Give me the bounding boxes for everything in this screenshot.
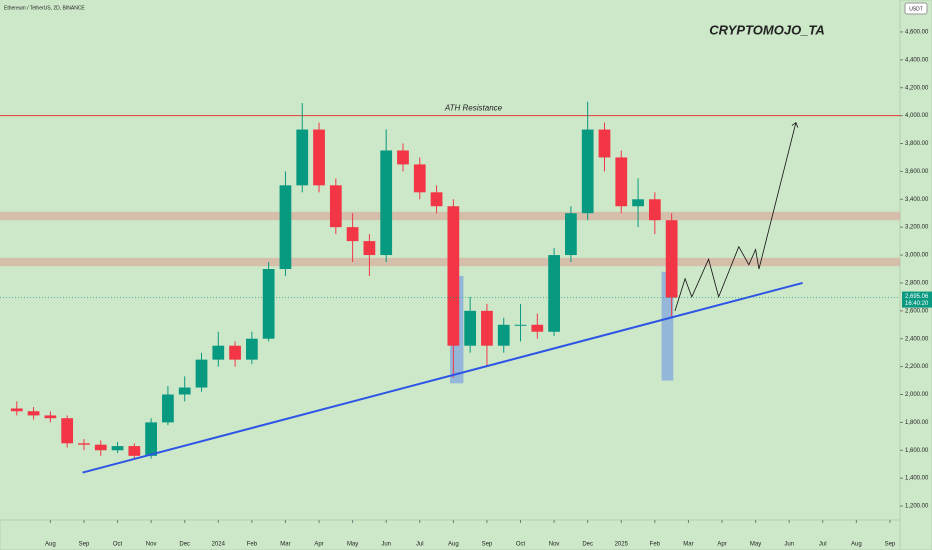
- x-tick-label: Jun: [784, 542, 794, 548]
- candle-body: [363, 241, 376, 256]
- x-tick-label: Sep: [79, 542, 90, 548]
- y-tick-label: 2,600.00: [905, 308, 929, 314]
- candle-body: [464, 310, 477, 346]
- candle-body: [413, 164, 426, 193]
- x-tick-label: Nov: [549, 542, 560, 548]
- x-tick-label: Oct: [113, 542, 123, 548]
- candle-body: [195, 359, 208, 388]
- x-tick-label: 2025: [615, 542, 629, 548]
- candle-body: [313, 129, 325, 186]
- x-tick-label: Aug: [851, 542, 862, 548]
- x-tick-label: Jun: [381, 542, 391, 548]
- y-tick-label: 3,200.00: [905, 225, 929, 231]
- candle-body: [229, 345, 241, 360]
- y-tick-label: 1,600.00: [905, 448, 929, 454]
- candle-body: [548, 255, 560, 332]
- candle-body: [346, 227, 359, 242]
- x-tick-label: Dec: [179, 542, 190, 548]
- y-tick-label: 2,000.00: [905, 392, 929, 398]
- x-tick-label: Sep: [885, 542, 896, 548]
- watermark: CRYPTOMOJO_TA: [709, 22, 825, 37]
- x-tick-label: Jul: [819, 542, 827, 548]
- candle-body: [632, 199, 644, 207]
- candle-body: [648, 199, 661, 221]
- y-tick-label: 1,400.00: [905, 476, 929, 482]
- candle-body: [447, 206, 460, 346]
- last-price-box: [902, 291, 932, 308]
- candle-body: [430, 192, 443, 207]
- y-tick-label: 4,400.00: [905, 57, 929, 63]
- candle-body: [665, 220, 678, 298]
- candle-body: [145, 422, 157, 456]
- candle-body: [128, 446, 141, 456]
- candle-body: [514, 324, 527, 326]
- y-tick-label: 4,200.00: [905, 85, 929, 91]
- candle-body: [44, 415, 57, 419]
- candle-body: [10, 408, 23, 412]
- x-tick-label: Aug: [448, 542, 459, 548]
- candle-body: [581, 129, 594, 214]
- projection-arrow: [791, 121, 799, 128]
- projection-path: [674, 122, 797, 311]
- candle-body: [61, 418, 74, 444]
- x-tick-label: Sep: [482, 542, 493, 548]
- candle-body: [497, 324, 510, 346]
- y-tick-label: 4,000.00: [905, 113, 929, 119]
- candle-body: [94, 444, 107, 451]
- y-tick-label: 3,600.00: [905, 169, 929, 175]
- candle-body: [296, 129, 309, 186]
- candle-body: [397, 150, 409, 165]
- currency-box[interactable]: [904, 2, 928, 15]
- candle-body: [279, 185, 292, 269]
- candle-body: [481, 310, 493, 346]
- candle-body: [262, 269, 275, 339]
- candle-body: [598, 129, 611, 158]
- x-tick-label: Apr: [717, 542, 726, 548]
- candle-body: [380, 150, 393, 256]
- trendline: [82, 281, 803, 474]
- candle-body: [78, 443, 90, 445]
- last-price-label: 2,695.06: [905, 294, 929, 300]
- y-tick-label: 1,200.00: [905, 504, 929, 510]
- x-tick-label: Oct: [516, 542, 526, 548]
- x-tick-label: Dec: [582, 542, 593, 548]
- y-tick-label: 2,400.00: [905, 336, 929, 342]
- currency[interactable]: USDT: [909, 6, 923, 12]
- x-tick-label: Nov: [146, 542, 157, 548]
- candle-body: [615, 157, 628, 207]
- x-tick-label: Feb: [247, 542, 258, 548]
- y-tick-label: 2,200.00: [905, 364, 929, 370]
- candle-body: [27, 411, 40, 416]
- x-tick-label: Aug: [45, 542, 56, 548]
- candle-body: [162, 394, 174, 423]
- candle-body: [111, 446, 124, 451]
- x-tick-label: 2024: [212, 542, 226, 548]
- x-tick-label: Jul: [416, 542, 424, 548]
- price-axis: [899, 0, 932, 550]
- chart-title: Ethereum / TetherUS, 2D, BINANCE: [4, 5, 85, 11]
- x-tick-label: May: [750, 542, 761, 548]
- x-tick-label: Mar: [280, 542, 290, 548]
- candle-body: [245, 338, 258, 360]
- candle-body: [329, 185, 342, 228]
- y-tick-label: 3,800.00: [905, 141, 929, 147]
- y-tick-label: 3,400.00: [905, 197, 929, 203]
- candle-body: [565, 213, 577, 256]
- x-tick-label: Mar: [683, 542, 693, 548]
- time-axis: [0, 519, 901, 550]
- y-tick-label: 3,000.00: [905, 253, 929, 259]
- x-tick-label: May: [347, 542, 358, 548]
- x-tick-label: Feb: [650, 542, 661, 548]
- countdown: 16:40:20: [905, 301, 929, 307]
- candle-body: [178, 387, 191, 395]
- candle-body: [531, 324, 544, 332]
- candle-body: [212, 345, 225, 360]
- y-tick-label: 4,600.00: [905, 30, 929, 36]
- highlight-box: [661, 271, 674, 381]
- y-tick-label: 2,800.00: [905, 281, 929, 287]
- y-tick-label: 1,800.00: [905, 420, 929, 426]
- resistance-label: ATH Resistance: [444, 104, 503, 113]
- x-tick-label: Apr: [314, 542, 323, 548]
